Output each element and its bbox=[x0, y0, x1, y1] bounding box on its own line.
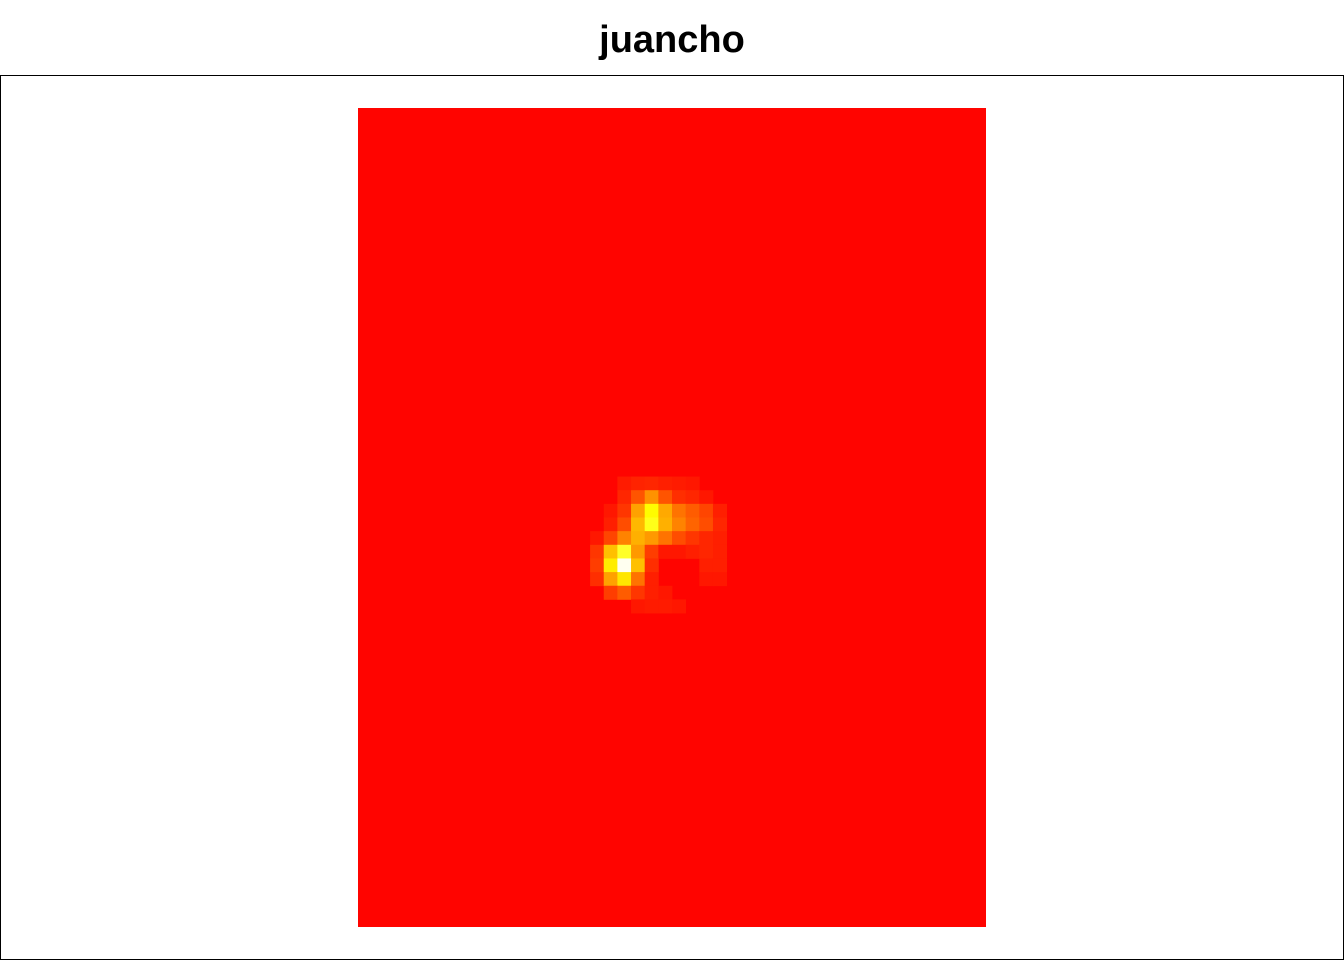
heatmap-cell bbox=[603, 503, 618, 518]
heatmap-plot bbox=[358, 108, 986, 927]
heatmap-cell bbox=[631, 490, 646, 505]
heatmap-cell bbox=[644, 544, 659, 559]
heatmap-cell bbox=[617, 531, 632, 546]
heatmap-cell bbox=[712, 572, 728, 587]
heatmap-cell bbox=[685, 531, 700, 546]
heatmap-cell bbox=[712, 503, 728, 518]
heatmap-cell bbox=[672, 503, 687, 518]
heatmap-cell bbox=[590, 558, 605, 573]
heatmap-cell bbox=[699, 517, 714, 532]
heatmap-cell bbox=[631, 517, 646, 532]
heatmap-cell bbox=[658, 476, 673, 491]
heatmap-cell bbox=[644, 585, 659, 600]
heatmap-cell bbox=[699, 544, 714, 559]
heatmap-cell bbox=[590, 531, 605, 546]
heatmap-cell bbox=[699, 531, 714, 546]
heatmap-cell bbox=[658, 503, 673, 518]
heatmap-cell bbox=[631, 599, 646, 614]
heatmap-cell bbox=[644, 572, 659, 587]
heatmap-cell bbox=[672, 476, 687, 491]
heatmap-cell bbox=[672, 490, 687, 505]
heatmap-cell bbox=[658, 599, 673, 614]
heatmap-cell bbox=[617, 503, 632, 518]
heatmap-cell bbox=[685, 544, 700, 559]
heatmap-cell bbox=[685, 517, 700, 532]
heatmap-cell bbox=[631, 503, 646, 518]
heatmap-cell bbox=[712, 558, 728, 573]
heatmap-cell bbox=[603, 517, 618, 532]
heatmap-cell bbox=[644, 558, 659, 573]
heatmap-cell bbox=[603, 572, 618, 587]
heatmap-cell bbox=[658, 517, 673, 532]
heatmap-cell bbox=[685, 490, 700, 505]
heatmap-cell bbox=[658, 585, 673, 600]
heatmap-cell bbox=[631, 585, 646, 600]
heatmap-cell bbox=[699, 503, 714, 518]
heatmap-cell bbox=[644, 517, 659, 532]
heatmap-cell bbox=[603, 544, 618, 559]
heatmap-cell bbox=[631, 558, 646, 573]
heatmap-cell bbox=[712, 544, 728, 559]
chart-title: juancho bbox=[599, 19, 745, 61]
heatmap-cell bbox=[685, 503, 700, 518]
heatmap-cell bbox=[712, 531, 728, 546]
heatmap-cell bbox=[672, 531, 687, 546]
heatmap-cell bbox=[699, 490, 714, 505]
heatmap-cell bbox=[631, 572, 646, 587]
heatmap-cell bbox=[658, 544, 673, 559]
heatmap-cell bbox=[658, 490, 673, 505]
heatmap-cell bbox=[617, 558, 632, 573]
heatmap-cell bbox=[617, 572, 632, 587]
heatmap-cell bbox=[644, 531, 659, 546]
heatmap-cell bbox=[644, 503, 659, 518]
heatmap-cell bbox=[603, 558, 618, 573]
heatmap-cell bbox=[672, 599, 687, 614]
heatmap-cell bbox=[672, 544, 687, 559]
heatmap-cell bbox=[699, 558, 714, 573]
heatmap-cell bbox=[617, 585, 632, 600]
heatmap-cell bbox=[617, 517, 632, 532]
heatmap-cell bbox=[672, 517, 687, 532]
heatmap-cell bbox=[631, 544, 646, 559]
heatmap-cell bbox=[712, 517, 728, 532]
heatmap-cell bbox=[603, 585, 618, 600]
heatmap-cell bbox=[617, 544, 632, 559]
heatmap-cell bbox=[644, 490, 659, 505]
heatmap-cell bbox=[590, 572, 605, 587]
heatmap-cell bbox=[617, 490, 632, 505]
heatmap-cell bbox=[644, 476, 659, 491]
heatmap-cell bbox=[699, 572, 714, 587]
heatmap-cell bbox=[631, 476, 646, 491]
heatmap-cell bbox=[658, 531, 673, 546]
heatmap-cell bbox=[617, 476, 632, 491]
heatmap-cell bbox=[631, 531, 646, 546]
heatmap-cell bbox=[685, 476, 700, 491]
heatmap-cell bbox=[644, 599, 659, 614]
heatmap-cell bbox=[603, 531, 618, 546]
heatmap-cell bbox=[590, 544, 605, 559]
heatmap-cells bbox=[590, 476, 728, 614]
